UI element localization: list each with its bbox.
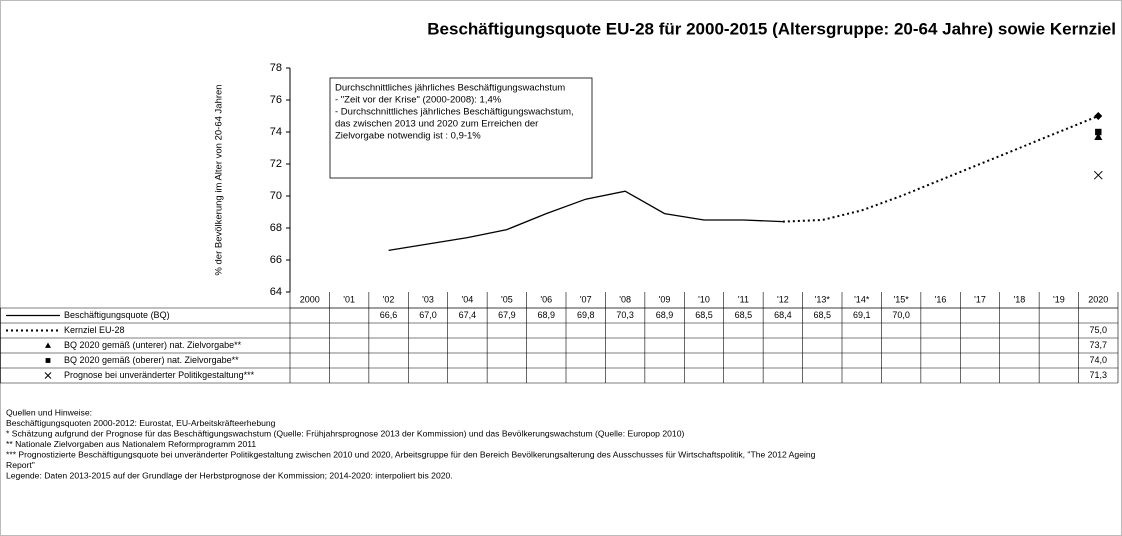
x-tick-label: '12	[777, 294, 789, 304]
marker-x	[44, 372, 52, 379]
x-tick-label: '16	[935, 294, 947, 304]
x-tick-label: '04	[462, 294, 474, 304]
annotation-line: das zwischen 2013 und 2020 zum Erreichen…	[335, 119, 538, 130]
x-tick-label: 2000	[300, 294, 320, 304]
x-tick-label: '15*	[894, 294, 910, 304]
x-tick-label: '11	[738, 294, 749, 304]
table-value: 68,5	[695, 310, 713, 320]
y-tick-label: 72	[270, 158, 282, 170]
y-tick-label: 74	[270, 126, 282, 138]
y-tick-label: 68	[270, 222, 282, 234]
marker-triangle	[45, 342, 51, 348]
marker-square	[1095, 128, 1102, 136]
legend-label: Kernziel EU-28	[64, 325, 125, 335]
y-tick-label: 66	[270, 254, 282, 266]
table-value: 69,8	[577, 310, 595, 320]
x-tick-label: '05	[501, 294, 513, 304]
y-axis-label: % der Bevölkerung im Alter von 20-64 Jah…	[214, 84, 225, 275]
annotation-line: - "Zeit vor der Krise" (2000-2008): 1,4%	[335, 95, 502, 106]
marker-square	[45, 358, 51, 363]
x-tick-label: '09	[659, 294, 671, 304]
x-tick-label: '01	[343, 294, 355, 304]
y-tick-label: 78	[270, 62, 282, 74]
y-tick-label: 76	[270, 94, 282, 106]
line-solid	[388, 190, 783, 252]
table-value: 71,3	[1090, 370, 1108, 380]
x-tick-label: 2020	[1088, 294, 1108, 304]
y-tick-label: 64	[270, 286, 282, 298]
note: Legende: Daten 2013-2015 auf der Grundla…	[6, 470, 453, 480]
table-value: 68,5	[735, 310, 753, 320]
line-dotted	[782, 115, 1099, 223]
note: * Schätzung aufgrund der Prognose für da…	[6, 428, 684, 438]
table-value: 70,0	[892, 310, 910, 320]
table-value: 68,9	[656, 310, 674, 320]
x-tick-label: '03	[422, 294, 434, 304]
x-tick-label: '07	[580, 294, 592, 304]
note: Report"	[6, 460, 35, 470]
table-value: 69,1	[853, 310, 871, 320]
legend-label: BQ 2020 gemäß (oberer) nat. Zielvorgabe*…	[64, 355, 239, 365]
x-tick-label: '02	[383, 294, 395, 304]
x-tick-label: '17	[974, 294, 986, 304]
x-tick-label: '08	[619, 294, 631, 304]
chart-title: Beschäftigungsquote EU-28 für 2000-2015 …	[427, 19, 1116, 38]
marker-diamond	[1094, 112, 1103, 120]
x-tick-label: '13*	[815, 294, 831, 304]
table-value: 68,4	[774, 310, 792, 320]
annotation-line: Durchschnittliches jährliches Beschäftig…	[335, 83, 565, 94]
note: *** Prognostizierte Beschäftigungsquote …	[6, 449, 816, 459]
y-tick-label: 70	[270, 190, 282, 202]
table-value: 74,0	[1090, 355, 1108, 365]
table-value: 67,0	[419, 310, 437, 320]
x-tick-label: '19	[1053, 294, 1065, 304]
table-value: 73,7	[1090, 340, 1108, 350]
marker-x	[1093, 170, 1103, 180]
table-value: 75,0	[1090, 325, 1108, 335]
table-value: 68,5	[814, 310, 832, 320]
annotation-line: - Durchschnittliches jährliches Beschäft…	[335, 107, 574, 118]
legend-label: Beschäftigungsquote (BQ)	[64, 310, 170, 320]
x-tick-label: '06	[540, 294, 552, 304]
legend-label: BQ 2020 gemäß (unterer) nat. Zielvorgabe…	[64, 340, 242, 350]
x-tick-label: '18	[1014, 294, 1026, 304]
note: Quellen und Hinweise:	[6, 407, 92, 417]
annotation-line: Zielvorgabe notwendig ist : 0,9-1%	[335, 131, 481, 142]
table-value: 70,3	[616, 310, 634, 320]
table-value: 66,6	[380, 310, 398, 320]
table-value: 68,9	[538, 310, 556, 320]
x-tick-label: '14*	[854, 294, 870, 304]
table-value: 67,4	[459, 310, 477, 320]
note: Beschäftigungsquoten 2000-2012: Eurostat…	[6, 418, 276, 428]
note: ** Nationale Zielvorgaben aus Nationalem…	[6, 439, 256, 449]
legend-label: Prognose bei unveränderter Politikgestal…	[64, 370, 255, 380]
annotation-box	[329, 77, 593, 179]
marker-triangle	[1094, 132, 1103, 140]
x-tick-label: '10	[698, 294, 710, 304]
table-value: 67,9	[498, 310, 516, 320]
